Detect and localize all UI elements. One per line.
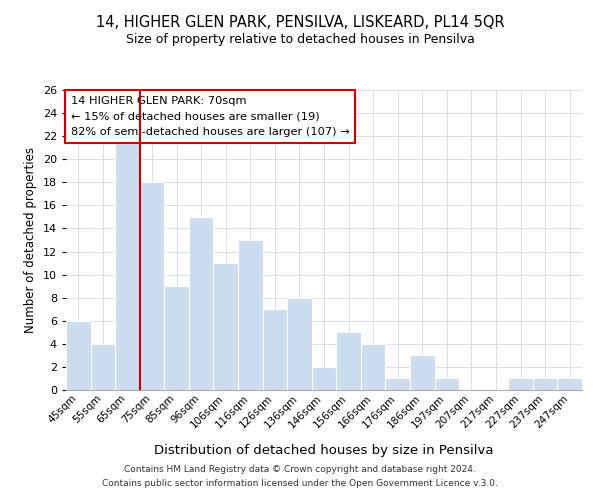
Bar (287, 298, 312, 390)
Bar (557, 378, 582, 390)
Text: 14 HIGHER GLEN PARK: 70sqm
← 15% of detached houses are smaller (19)
82% of semi: 14 HIGHER GLEN PARK: 70sqm ← 15% of deta… (71, 96, 350, 137)
Text: Size of property relative to detached houses in Pensilva: Size of property relative to detached ho… (125, 32, 475, 46)
Bar (91, 344, 115, 390)
Bar (214, 263, 238, 390)
Text: Contains HM Land Registry data © Crown copyright and database right 2024.
Contai: Contains HM Land Registry data © Crown c… (102, 466, 498, 487)
Text: 14, HIGHER GLEN PARK, PENSILVA, LISKEARD, PL14 5QR: 14, HIGHER GLEN PARK, PENSILVA, LISKEARD… (95, 15, 505, 30)
Bar (508, 378, 533, 390)
Y-axis label: Number of detached properties: Number of detached properties (24, 147, 37, 333)
Bar (140, 182, 164, 390)
Bar (115, 136, 140, 390)
Bar (336, 332, 361, 390)
Bar (164, 286, 189, 390)
Bar (189, 217, 214, 390)
Bar (361, 344, 385, 390)
Bar (533, 378, 557, 390)
X-axis label: Distribution of detached houses by size in Pensilva: Distribution of detached houses by size … (154, 444, 494, 456)
Bar (66, 321, 91, 390)
Bar (410, 356, 434, 390)
Bar (434, 378, 459, 390)
Bar (385, 378, 410, 390)
Bar (312, 367, 336, 390)
Bar (238, 240, 263, 390)
Bar (263, 309, 287, 390)
